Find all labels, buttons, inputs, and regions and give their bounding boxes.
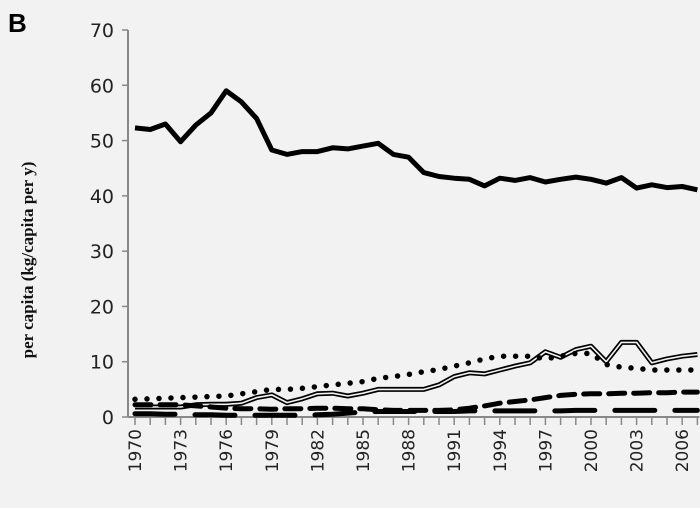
x-tick-label: 2003 [628, 429, 648, 472]
y-tick-label: 10 [90, 352, 114, 374]
series-line-dotted [132, 350, 700, 403]
x-tick-label: 2006 [673, 429, 693, 472]
x-tick-label: 1976 [217, 429, 237, 472]
x-tick-label: 1973 [172, 429, 192, 472]
x-tick-label: 1994 [491, 429, 511, 472]
y-tick-label: 60 [90, 75, 114, 97]
x-tick-label: 1985 [354, 429, 374, 472]
y-tick-label: 20 [90, 296, 114, 318]
x-tick-label: 1997 [536, 429, 556, 472]
x-tick-label: 1979 [263, 429, 283, 472]
series-line-long-dash [132, 407, 700, 418]
y-tick-label: 70 [90, 20, 114, 42]
x-tick-label: 2000 [582, 429, 602, 472]
panel-label: B [8, 8, 27, 38]
y-tick-label: 0 [102, 407, 114, 429]
y-tick-label: 40 [90, 186, 114, 208]
series-line-double-line [135, 341, 698, 408]
y-tick-label: 30 [90, 241, 114, 263]
x-tick-label: 1982 [308, 429, 328, 472]
x-tick-label: 1970 [126, 429, 146, 472]
series-line-thick-solid [134, 88, 698, 193]
y-tick-label: 50 [90, 131, 114, 153]
x-tick-label: 1991 [445, 429, 465, 472]
x-tick-label: 1988 [400, 429, 420, 472]
